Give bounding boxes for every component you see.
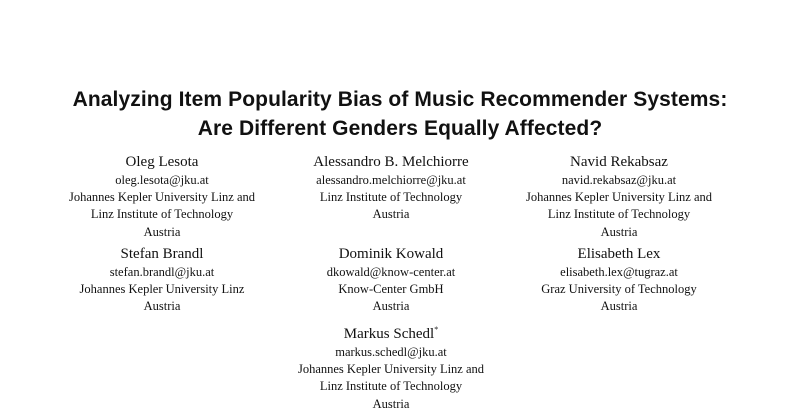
author-name: Elisabeth Lex — [577, 246, 661, 262]
corresponding-author-mark: * — [434, 325, 439, 334]
author-email: navid.rekabsaz@jku.at — [561, 173, 677, 187]
author-email: markus.schedl@jku.at — [335, 345, 447, 359]
title-line-2: Are Different Genders Equally Affected? — [197, 117, 603, 140]
author-affiliation: Johannes Kepler University Linz — [79, 282, 245, 297]
author-affiliation: Johannes Kepler University Linz and — [525, 190, 713, 205]
author-block: Dominik Kowald dkowald@know-center.at Kn… — [261, 244, 521, 316]
author-country: Austria — [372, 396, 410, 411]
author-email: dkowald@know-center.at — [326, 265, 456, 279]
author-block: Oleg Lesota oleg.lesota@jku.at Johannes … — [32, 152, 292, 241]
author-name: Alessandro B. Melchiorre — [313, 154, 469, 170]
author-email: alessandro.melchiorre@jku.at — [316, 173, 466, 187]
author-affiliation: Linz Institute of Technology — [319, 379, 463, 394]
author-block: Stefan Brandl stefan.brandl@jku.at Johan… — [32, 244, 292, 316]
author-email: stefan.brandl@jku.at — [109, 265, 215, 279]
author-name: Markus Schedl* — [261, 324, 521, 344]
author-country: Austria — [372, 299, 410, 314]
author-email: oleg.lesota@jku.at — [115, 173, 209, 187]
author-country: Austria — [600, 299, 638, 314]
author-affiliation: Linz Institute of Technology — [319, 190, 463, 205]
author-affiliation: Johannes Kepler University Linz and — [297, 362, 485, 377]
author-country: Austria — [143, 224, 181, 239]
author-affiliation: Know-Center GmbH — [338, 282, 444, 297]
author-country: Austria — [372, 207, 410, 222]
author-name-text: Markus Schedl — [343, 326, 435, 342]
author-email: elisabeth.lex@tugraz.at — [560, 265, 678, 279]
author-country: Austria — [600, 224, 638, 239]
author-block: Markus Schedl* markus.schedl@jku.at Joha… — [261, 324, 521, 413]
paper-title: Analyzing Item Popularity Bias of Music … — [0, 85, 800, 143]
author-country: Austria — [143, 299, 181, 314]
title-line-1: Analyzing Item Popularity Bias of Music … — [72, 88, 728, 111]
author-name: Navid Rekabsaz — [570, 154, 668, 170]
author-name: Dominik Kowald — [338, 246, 444, 262]
author-block: Navid Rekabsaz navid.rekabsaz@jku.at Joh… — [489, 152, 749, 241]
author-affiliation: Graz University of Technology — [541, 282, 697, 297]
author-block: Alessandro B. Melchiorre alessandro.melc… — [261, 152, 521, 224]
author-name: Oleg Lesota — [125, 154, 199, 170]
author-affiliation: Linz Institute of Technology — [547, 207, 691, 222]
author-affiliation: Linz Institute of Technology — [90, 207, 234, 222]
author-name: Stefan Brandl — [120, 246, 204, 262]
author-affiliation: Johannes Kepler University Linz and — [68, 190, 256, 205]
author-block: Elisabeth Lex elisabeth.lex@tugraz.at Gr… — [489, 244, 749, 316]
